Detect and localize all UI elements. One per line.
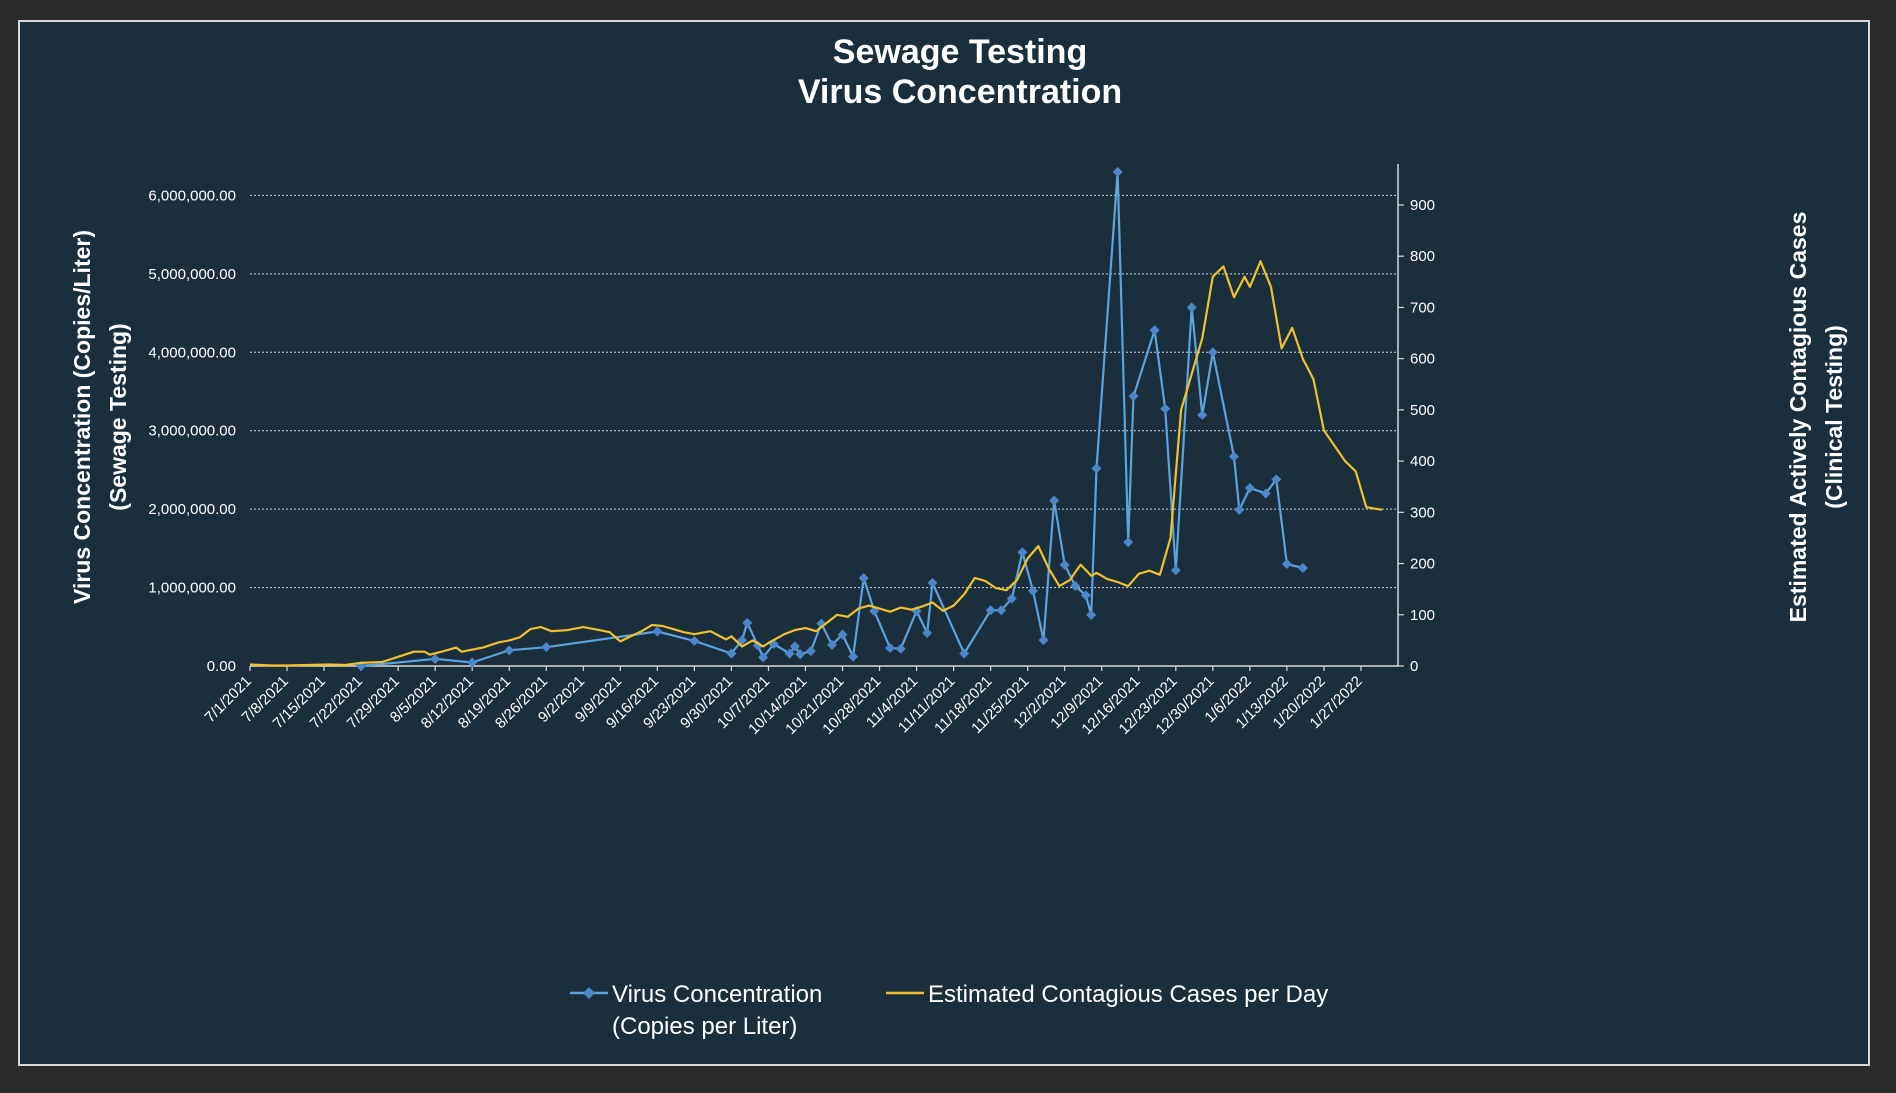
legend-item-cases: Estimated Contagious Cases per Day	[886, 981, 1328, 1008]
x-axis-ticks: 7/1/20217/8/20217/15/20217/22/20217/29/2…	[202, 666, 1366, 738]
data-point-virus	[837, 629, 848, 640]
data-point-virus	[858, 573, 869, 584]
chart-title-line-1: Sewage Testing	[833, 33, 1087, 71]
data-point-virus	[1297, 562, 1308, 573]
data-point-virus	[805, 646, 816, 657]
data-point-virus	[758, 652, 769, 663]
data-point-virus	[848, 651, 859, 662]
y2-tick-label: 100	[1410, 607, 1435, 624]
data-point-virus	[959, 648, 970, 659]
y2-tick-label: 800	[1410, 248, 1435, 265]
y2-tick-label: 200	[1410, 556, 1435, 573]
y-tick-label: 3,000,000.00	[148, 423, 236, 440]
svg-text:Estimated Actively Contagious: Estimated Actively Contagious Cases	[1785, 212, 1811, 623]
y-tick-label: 0.00	[207, 658, 236, 675]
data-point-virus	[1123, 537, 1134, 548]
data-point-virus	[1017, 547, 1028, 558]
data-point-virus	[795, 649, 806, 660]
y-tick-label: 4,000,000.00	[148, 344, 236, 361]
legend-label-cases: Estimated Contagious Cases per Day	[928, 981, 1328, 1008]
svg-text:(Clinical Testing): (Clinical Testing)	[1821, 325, 1847, 509]
data-point-virus	[789, 641, 800, 652]
data-point-virus	[504, 645, 515, 656]
y-axis-right-title: Estimated Actively Contagious Cases (Cli…	[1785, 212, 1847, 623]
y-tick-label: 2,000,000.00	[148, 501, 236, 518]
data-point-virus	[1229, 451, 1239, 462]
data-point-virus	[1049, 495, 1060, 506]
data-point-virus	[1128, 391, 1139, 402]
y2-tick-label: 500	[1410, 402, 1435, 419]
data-point-virus	[726, 648, 737, 659]
data-point-virus	[1271, 474, 1282, 485]
data-point-virus	[826, 639, 837, 650]
y-tick-label: 6,000,000.00	[148, 187, 236, 204]
y2-tick-label: 600	[1410, 351, 1435, 368]
data-point-virus	[1112, 166, 1123, 177]
series-line-virus	[360, 170, 1304, 668]
y2-tick-label: 900	[1410, 197, 1435, 214]
y-tick-label: 5,000,000.00	[148, 266, 236, 283]
data-point-virus	[927, 577, 938, 588]
legend-marker-virus	[583, 987, 595, 999]
data-point-virus	[784, 648, 795, 659]
series	[249, 166, 1383, 671]
data-point-virus	[922, 628, 933, 639]
data-point-virus	[1059, 559, 1070, 570]
y2-tick-label: 300	[1410, 504, 1435, 521]
svg-text:Virus Concentration (Copies/Li: Virus Concentration (Copies/Liter)	[69, 230, 95, 604]
y-tick-label: 1,000,000.00	[148, 580, 236, 597]
data-point-virus	[885, 642, 896, 653]
data-point-virus	[467, 657, 478, 668]
chart: Sewage Testing Virus Concentration Virus…	[69, 33, 1847, 1040]
legend-label-virus-line-2: (Copies per Liter)	[612, 1013, 797, 1040]
y-axis-left-title: Virus Concentration (Copies/Liter) (Sewa…	[69, 230, 131, 604]
data-point-virus	[1260, 488, 1271, 499]
y-axis-right-ticks: 0 100 200 300 400 500 600 700 800 900	[1398, 197, 1435, 675]
y-axis-left-ticks: 0.00 1,000,000.00 2,000,000.00 3,000,000.00…	[148, 187, 236, 675]
axes	[250, 164, 1399, 667]
data-point-virus	[1234, 504, 1245, 515]
data-point-virus	[1080, 590, 1091, 601]
data-point-virus	[1170, 565, 1181, 576]
data-point-virus	[996, 605, 1007, 616]
data-point-virus	[1160, 403, 1171, 414]
data-point-virus	[1207, 347, 1218, 358]
data-point-virus	[1197, 410, 1208, 420]
legend-item-virus: Virus Concentration (Copies per Liter)	[570, 981, 822, 1040]
data-point-virus	[1086, 610, 1097, 621]
data-point-virus	[1070, 580, 1081, 591]
data-point-virus	[430, 653, 441, 664]
gridlines	[250, 194, 1398, 589]
data-point-virus	[1091, 463, 1102, 474]
legend: Virus Concentration (Copies per Liter) E…	[570, 981, 1328, 1040]
data-point-virus	[541, 642, 552, 653]
y2-tick-label: 700	[1410, 299, 1435, 316]
data-point-virus	[985, 605, 996, 616]
data-point-virus	[1006, 593, 1017, 604]
data-point-virus	[689, 635, 700, 646]
data-point-virus	[742, 617, 753, 628]
data-point-virus	[1281, 559, 1292, 570]
data-point-virus	[652, 626, 663, 637]
data-point-virus	[1244, 482, 1255, 493]
data-point-virus	[1186, 302, 1197, 313]
series-line-cases	[249, 260, 1383, 667]
chart-title-line-2: Virus Concentration	[798, 73, 1122, 111]
y2-tick-label: 0	[1410, 658, 1418, 675]
chart-frame: Sewage Testing Virus Concentration Virus…	[18, 20, 1870, 1066]
y2-tick-label: 400	[1410, 453, 1435, 470]
data-point-virus	[895, 643, 906, 654]
svg-text:(Sewage Testing): (Sewage Testing)	[105, 323, 131, 510]
legend-label-virus-line-1: Virus Concentration	[612, 981, 822, 1008]
data-point-virus	[1149, 325, 1160, 336]
data-point-virus	[1027, 585, 1038, 596]
data-point-virus	[1038, 635, 1049, 646]
